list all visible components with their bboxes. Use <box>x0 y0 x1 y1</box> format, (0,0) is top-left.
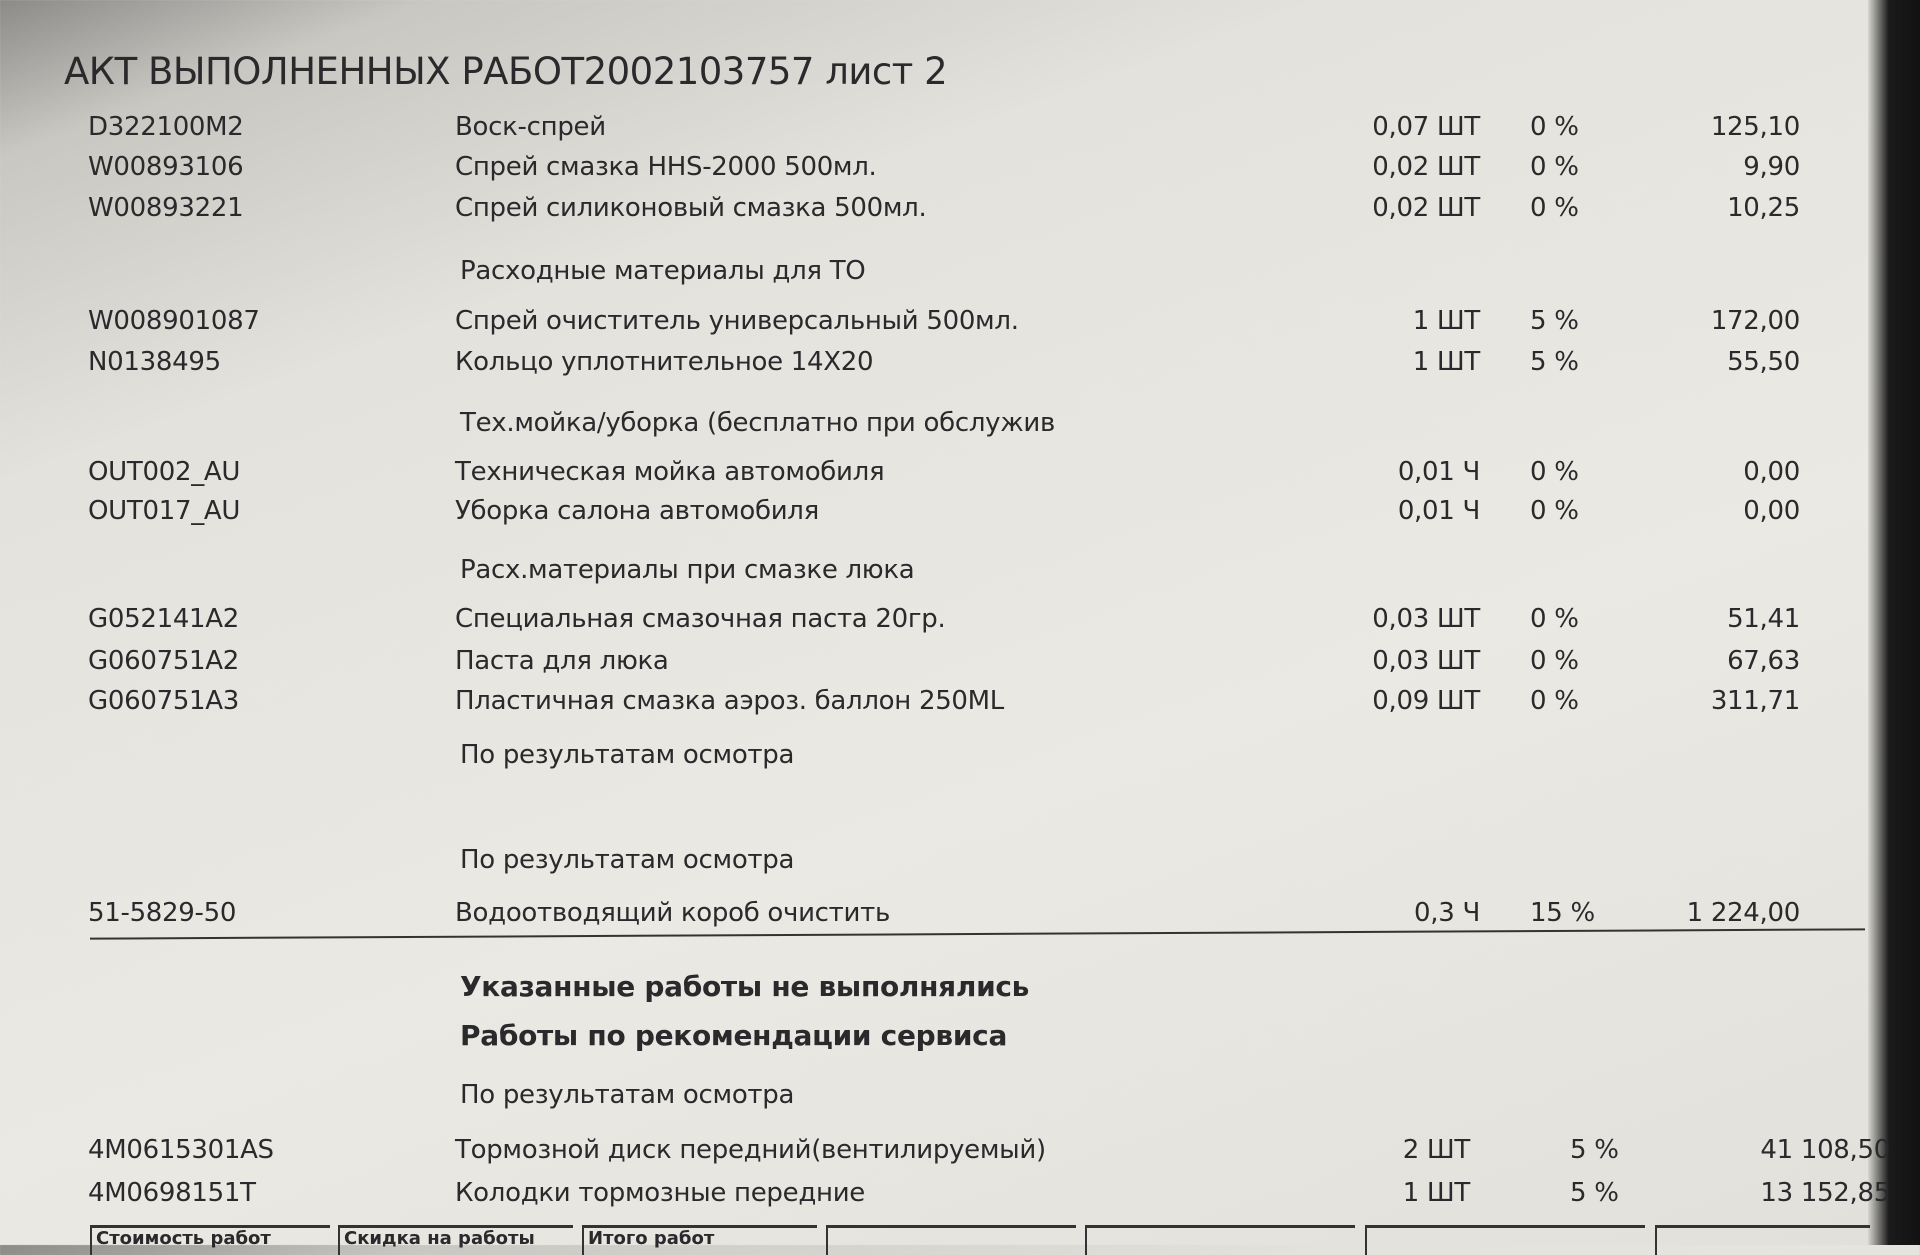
item-description: Водоотводящий короб очистить <box>455 898 890 928</box>
section-header: Расходные материалы для ТО <box>460 256 866 286</box>
item-code: W00893221 <box>88 193 244 223</box>
item-discount: 0 % <box>1530 646 1579 676</box>
item-price: 67,63 <box>1727 646 1800 676</box>
item-description: Спрей силиконовый смазка 500мл. <box>455 193 927 223</box>
item-discount: 5 % <box>1570 1135 1619 1165</box>
section-header: Расх.материалы при смазке люка <box>460 555 915 585</box>
item-description: Воск-спрей <box>455 112 606 142</box>
item-price: 172,00 <box>1710 306 1800 336</box>
recommended-heading: Работы по рекомендации сервиса <box>460 1019 1008 1052</box>
divider-line <box>90 928 1865 940</box>
document-title: АКТ ВЫПОЛНЕННЫХ РАБОТ2002103757 лист 2 <box>64 50 948 93</box>
section-header: Тех.мойка/уборка (бесплатно при обслужив <box>460 408 1055 438</box>
page-edge-shadow <box>1868 0 1920 1245</box>
item-discount: 0 % <box>1530 604 1579 634</box>
item-quantity: 0,07 ШТ <box>1372 112 1480 142</box>
item-price: 125,10 <box>1710 112 1800 142</box>
item-price: 13 152,85 <box>1760 1178 1890 1208</box>
item-description: Пластичная смазка аэроз. баллон 250ML <box>455 686 1004 716</box>
item-discount: 0 % <box>1530 112 1579 142</box>
item-code: 4M0698151T <box>88 1178 256 1208</box>
item-quantity: 0,03 ШТ <box>1372 604 1480 634</box>
item-discount: 0 % <box>1530 496 1579 526</box>
footer-cell-labor-discount: Скидка на работы <box>338 1225 573 1255</box>
item-description: Специальная смазочная паста 20гр. <box>455 604 946 634</box>
item-quantity: 0,02 ШТ <box>1372 152 1480 182</box>
item-discount: 5 % <box>1530 306 1579 336</box>
item-description: Кольцо уплотнительное 14X20 <box>455 347 874 377</box>
footer-cell-labor-cost: Стоимость работ <box>90 1225 330 1255</box>
item-price: 51,41 <box>1727 604 1800 634</box>
item-price: 1 224,00 <box>1686 898 1801 928</box>
footer-cell <box>1655 1225 1870 1255</box>
item-code: 4M0615301AS <box>88 1135 274 1165</box>
item-discount: 0 % <box>1530 152 1579 182</box>
item-code: G052141A2 <box>88 604 240 634</box>
item-quantity: 0,3 Ч <box>1414 898 1480 928</box>
item-price: 55,50 <box>1727 347 1800 377</box>
item-discount: 0 % <box>1530 457 1579 487</box>
item-discount: 0 % <box>1530 686 1579 716</box>
item-quantity: 2 ШТ <box>1402 1135 1471 1165</box>
rec-section-header: По результатам осмотра <box>460 1080 795 1110</box>
not-done-heading: Указанные работы не выполнялись <box>460 970 1030 1003</box>
item-description: Тормозной диск передний(вентилируемый) <box>455 1135 1046 1165</box>
item-price: 41 108,50 <box>1760 1135 1890 1165</box>
item-quantity: 0,09 ШТ <box>1372 686 1480 716</box>
item-description: Спрей смазка HHS-2000 500мл. <box>455 152 877 182</box>
footer-cell <box>1085 1225 1355 1255</box>
item-code: N0138495 <box>88 347 221 377</box>
item-code: OUT017_AU <box>88 496 241 526</box>
item-price: 10,25 <box>1727 193 1800 223</box>
item-code: G060751A2 <box>88 646 240 676</box>
footer-cell <box>1365 1225 1645 1255</box>
item-quantity: 0,02 ШТ <box>1372 193 1480 223</box>
item-code: OUT002_AU <box>88 457 241 487</box>
footer-cell <box>826 1225 1076 1255</box>
item-quantity: 0,03 ШТ <box>1372 646 1480 676</box>
item-code: W00893106 <box>88 152 244 182</box>
item-price: 311,71 <box>1710 686 1800 716</box>
item-description: Уборка салона автомобиля <box>455 496 819 526</box>
item-discount: 0 % <box>1530 193 1579 223</box>
item-quantity: 1 ШТ <box>1412 306 1481 336</box>
item-description: Паста для люка <box>455 646 669 676</box>
footer-cell-labor-total: Итого работ <box>582 1225 817 1255</box>
item-description: Спрей очиститель универсальный 500мл. <box>455 306 1019 336</box>
item-quantity: 1 ШТ <box>1402 1178 1471 1208</box>
item-description: Техническая мойка автомобиля <box>455 457 885 487</box>
item-quantity: 0,01 Ч <box>1397 457 1480 487</box>
item-code: D322100M2 <box>88 112 244 142</box>
item-price: 0,00 <box>1743 457 1800 487</box>
item-code: G060751A3 <box>88 686 240 716</box>
item-quantity: 1 ШТ <box>1412 347 1481 377</box>
item-code: W008901087 <box>88 306 260 336</box>
section-header: По результатам осмотра <box>460 740 795 770</box>
item-price: 0,00 <box>1743 496 1800 526</box>
item-discount: 5 % <box>1530 347 1579 377</box>
item-discount: 5 % <box>1570 1178 1619 1208</box>
section-header: По результатам осмотра <box>460 845 795 875</box>
item-price: 9,90 <box>1743 152 1800 182</box>
item-description: Колодки тормозные передние <box>455 1178 865 1208</box>
item-discount: 15 % <box>1530 898 1595 928</box>
item-quantity: 0,01 Ч <box>1397 496 1480 526</box>
item-code: 51-5829-50 <box>88 898 237 928</box>
